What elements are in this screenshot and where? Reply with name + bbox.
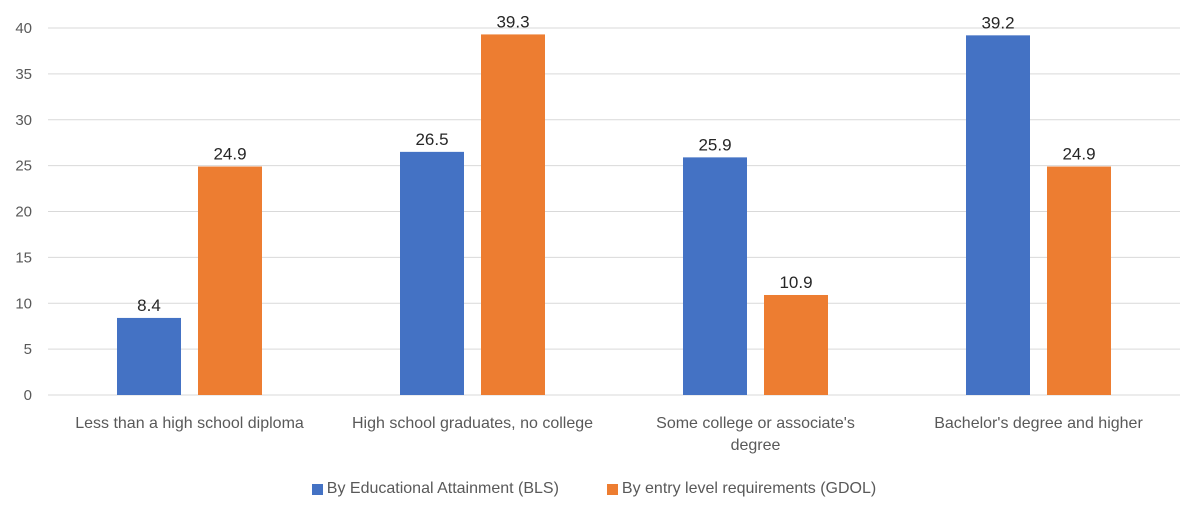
data-label: 24.9 <box>1062 145 1095 164</box>
x-category-label: degree <box>731 437 781 454</box>
data-labels: 8.4 24.9 26.5 39.3 25.9 10.9 39.2 24.9 <box>137 12 1095 315</box>
data-label: 39.3 <box>496 12 529 31</box>
y-axis-ticks: 0 5 10 15 20 25 30 35 40 <box>15 20 32 404</box>
bar-chart: 0 5 10 15 20 25 30 35 40 8.4 24.9 26.5 39.3 25.9 10.9… <box>15 12 1180 454</box>
x-category-label: Bachelor's degree and higher <box>934 415 1143 432</box>
legend: By Educational Attainment (BLS) By entry… <box>0 480 1188 498</box>
legend-swatch-bls <box>311 483 323 495</box>
legend-item-gdol: By entry level requirements (GDOL) <box>606 480 877 498</box>
y-tick-label: 15 <box>15 249 32 266</box>
data-label: 8.4 <box>137 296 161 315</box>
y-tick-label: 5 <box>24 341 32 358</box>
data-label: 10.9 <box>779 273 812 292</box>
data-label: 25.9 <box>698 135 731 154</box>
bar <box>764 294 828 395</box>
legend-item-bls: By Educational Attainment (BLS) <box>311 480 559 498</box>
x-category-label: Some college or associate's <box>656 415 855 432</box>
bars <box>117 34 1111 396</box>
bar <box>198 166 262 395</box>
bar <box>481 34 545 396</box>
y-tick-label: 0 <box>24 387 32 404</box>
data-label: 24.9 <box>213 145 246 164</box>
y-tick-label: 10 <box>15 295 32 312</box>
x-category-label: Less than a high school diploma <box>75 415 304 432</box>
x-category-label: High school graduates, no college <box>352 415 593 432</box>
legend-label-gdol: By entry level requirements (GDOL) <box>621 480 877 497</box>
bar <box>683 157 747 395</box>
bar <box>117 317 181 395</box>
legend-label-bls: By Educational Attainment (BLS) <box>326 480 559 497</box>
y-tick-label: 20 <box>15 204 32 221</box>
y-tick-label: 30 <box>15 112 32 129</box>
y-tick-label: 35 <box>15 66 32 83</box>
x-axis-categories: Less than a high school diploma High scho… <box>75 415 1143 454</box>
legend-swatch-gdol <box>606 483 618 495</box>
bar <box>400 151 464 395</box>
y-tick-label: 40 <box>15 20 32 37</box>
bar <box>966 35 1030 396</box>
y-tick-label: 25 <box>15 158 32 175</box>
data-label: 26.5 <box>415 130 448 149</box>
bar <box>1047 166 1111 395</box>
data-label: 39.2 <box>981 13 1014 32</box>
